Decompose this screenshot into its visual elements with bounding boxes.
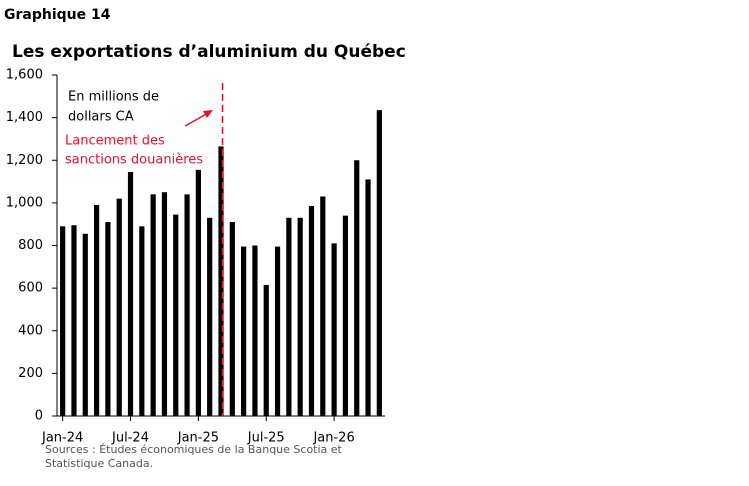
bar (82, 233, 88, 416)
bar (342, 215, 349, 416)
source: Statistique Canada. (45, 457, 153, 470)
y-tick-label: 1,600 (6, 68, 43, 83)
bar (320, 196, 326, 416)
unit-note: dollars CA (68, 110, 134, 125)
bar (161, 192, 168, 416)
y-tick-label: 800 (18, 238, 43, 253)
event-label: sanctions douanières (65, 153, 203, 168)
figure-label: Graphique 14 (4, 7, 111, 23)
bar (376, 110, 382, 417)
bar (60, 226, 66, 416)
bar (127, 171, 134, 416)
bar (173, 214, 179, 416)
bar (297, 217, 303, 416)
x-tick-label: Jan-25 (177, 431, 219, 446)
unit-note: En millions de (68, 90, 159, 105)
x-tick-label: Jul-24 (111, 431, 149, 446)
bar (71, 225, 77, 416)
bar (241, 246, 247, 416)
y-tick-label: 1,200 (6, 153, 43, 168)
chart-title: Les exportations d’aluminium du Québec (12, 42, 406, 62)
bar (229, 222, 235, 416)
bar (286, 217, 292, 416)
event-label: Lancement des (65, 134, 165, 149)
bar (93, 205, 100, 416)
bar (263, 284, 269, 416)
y-tick-label: 400 (18, 323, 43, 338)
y-tick-label: 1,400 (6, 110, 43, 125)
bar (207, 217, 213, 416)
bar (354, 160, 360, 416)
x-tick-label: Jul-25 (247, 431, 285, 446)
bar (331, 243, 337, 416)
bar (218, 146, 224, 416)
bar (184, 194, 190, 416)
bar (139, 226, 145, 416)
bar (195, 169, 201, 416)
y-tick-label: 600 (18, 281, 43, 296)
y-tick-label: 0 (35, 409, 43, 424)
bar (150, 194, 156, 416)
source: Sources : Études économiques de la Banqu… (45, 443, 343, 456)
x-tick-label: Jan-26 (312, 431, 354, 446)
y-tick-label: 200 (18, 366, 43, 381)
y-tick-label: 1,000 (6, 195, 43, 210)
bar (116, 198, 122, 416)
bar (308, 206, 315, 416)
arrow-head (203, 110, 213, 118)
x-tick-label: Jan-24 (41, 431, 83, 446)
bar (105, 222, 111, 416)
bar (274, 246, 281, 416)
bar (252, 245, 258, 416)
bar (365, 179, 371, 416)
